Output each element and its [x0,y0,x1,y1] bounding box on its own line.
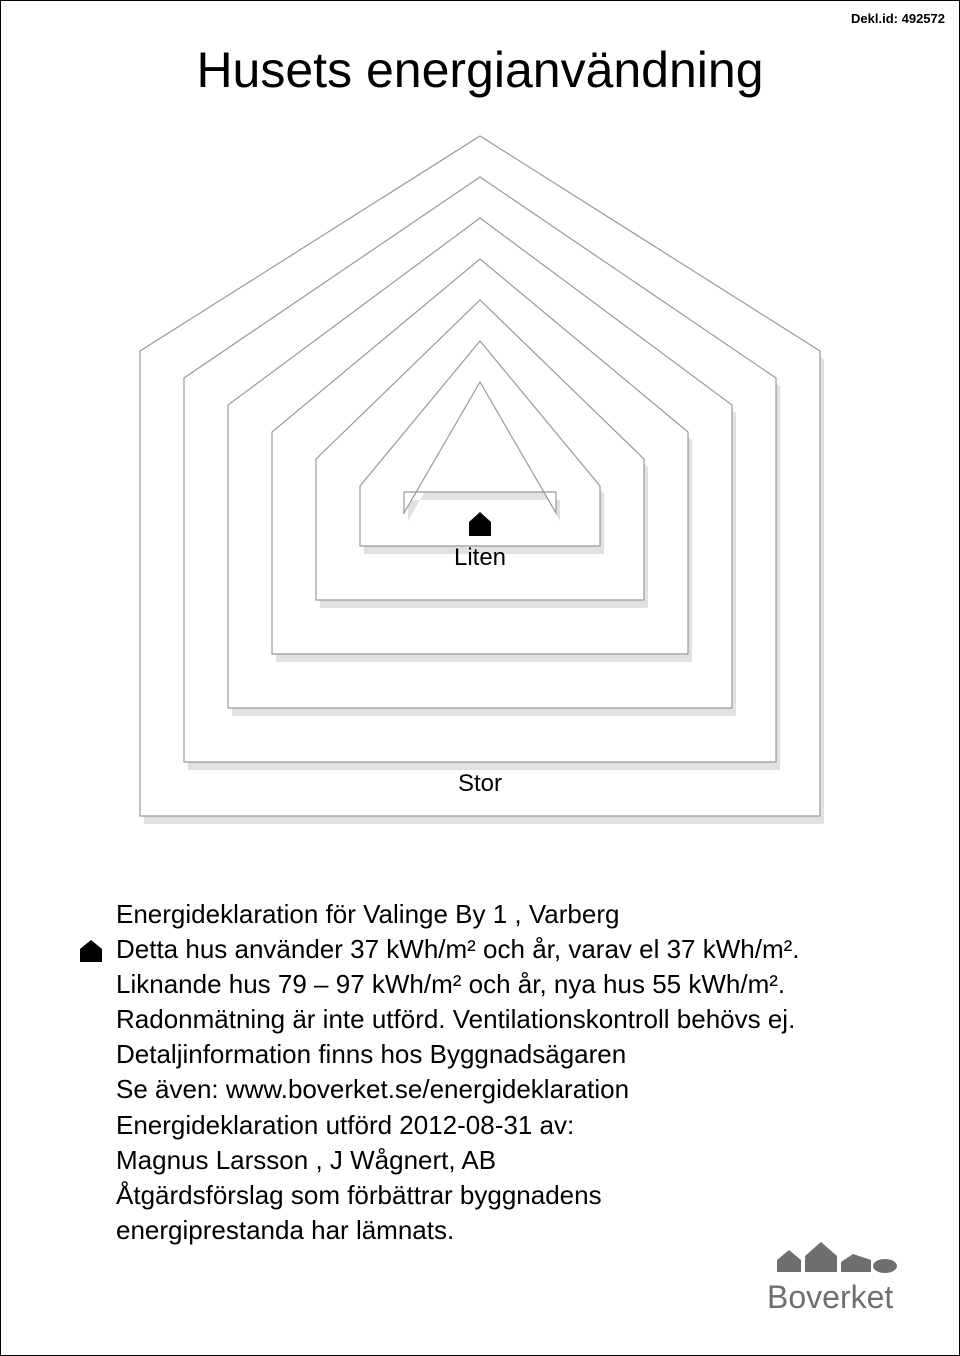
info-line-3: Liknande hus 79 – 97 kWh/m² och år, nya … [116,967,846,1002]
info-line-9: Åtgärdsförslag som förbättrar byggnadens [116,1178,846,1213]
info-line-8: Magnus Larsson , J Wågnert, AB [116,1143,846,1178]
house-marker-icon [466,510,494,543]
info-line-5: Detaljinformation finns hos Byggnadsägar… [116,1037,846,1072]
logo-text: Boverket [767,1279,893,1315]
house-outlines-svg [130,126,830,826]
info-line-10: energiprestanda har lämnats. [116,1213,846,1248]
info-line-6: Se även: www.boverket.se/energideklarati… [116,1072,846,1107]
info-line-7: Energideklaration utförd 2012-08-31 av: [116,1108,846,1143]
label-stor: Stor [458,770,502,798]
page-title: Husets energianvändning [1,41,959,99]
label-liten: Liten [454,544,506,572]
info-line-1: Energideklaration för Valinge By 1 , Var… [116,897,846,932]
document-page: Dekl.id: 492572 Husets energianvändning … [0,0,960,1356]
info-line-2: Detta hus använder 37 kWh/m² och år, var… [116,932,846,967]
declaration-id: Dekl.id: 492572 [851,11,945,26]
boverket-logo: Boverket [759,1230,929,1325]
info-line-4: Radonmätning är inte utförd. Ventilation… [116,1002,846,1037]
energy-house-diagram: Liten Stor [130,126,830,826]
house-bullet-icon [78,938,104,973]
info-block: Energideklaration för Valinge By 1 , Var… [116,897,846,1248]
